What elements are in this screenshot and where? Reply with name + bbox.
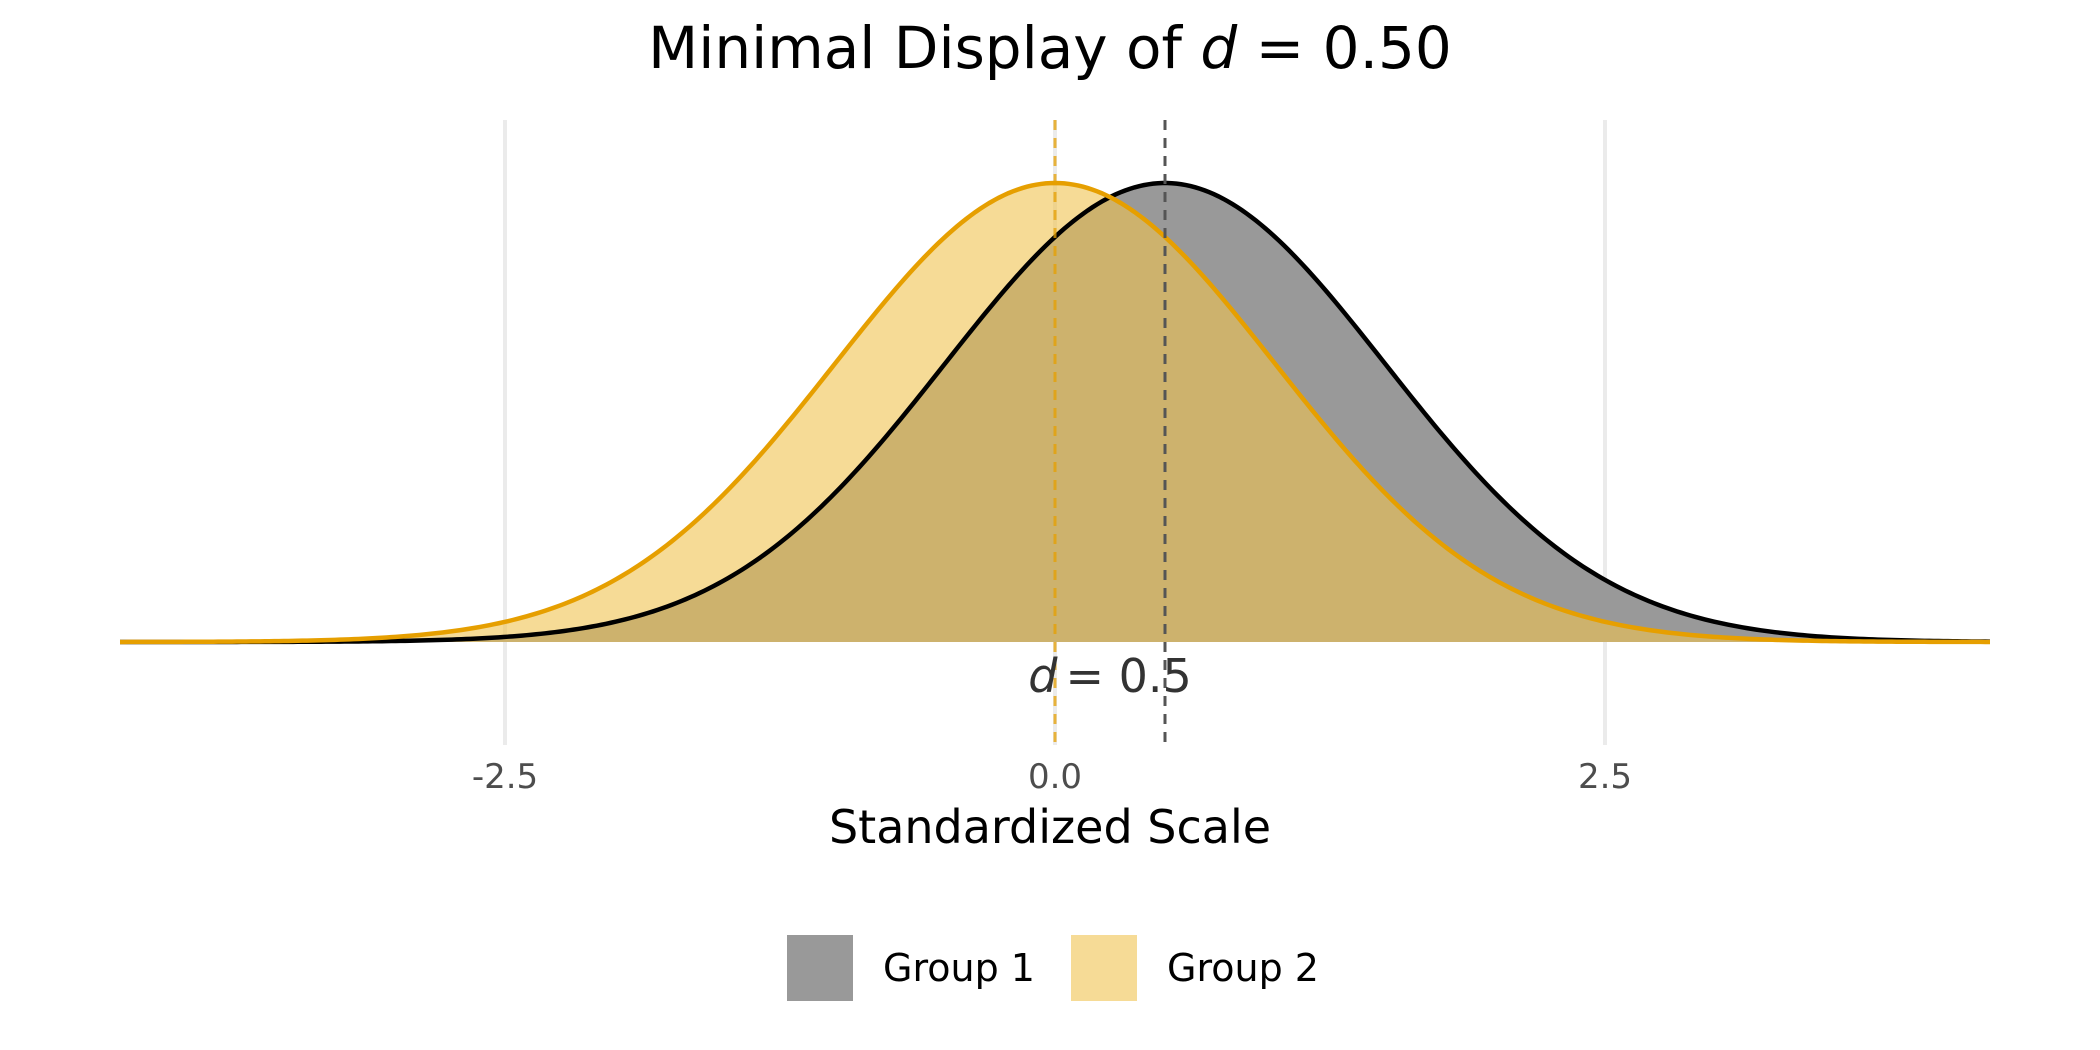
group-1-legend-key: [787, 935, 853, 1001]
x-tick-label: -2.5: [472, 757, 538, 797]
group-2-legend-key: [1071, 935, 1137, 1001]
chart-title: Minimal Display of d = 0.50: [648, 14, 1452, 82]
x-axis-ticks: -2.5 0.0 2.5: [472, 757, 1632, 797]
mean-lines: [1053, 120, 1167, 745]
x-tick-label: 0.0: [1028, 757, 1082, 797]
effect-size-annotation: d = 0.5: [1028, 649, 1192, 703]
group-2-legend-label: Group 2: [1167, 946, 1319, 990]
title-variable: d: [1200, 14, 1238, 82]
x-axis-title: Standardized Scale: [829, 800, 1271, 854]
x-tick-label: 2.5: [1578, 757, 1632, 797]
group-1-legend-label: Group 1: [883, 946, 1035, 990]
annotation-variable: d: [1028, 649, 1058, 703]
legend: Group 1 Group 2: [787, 935, 1319, 1001]
